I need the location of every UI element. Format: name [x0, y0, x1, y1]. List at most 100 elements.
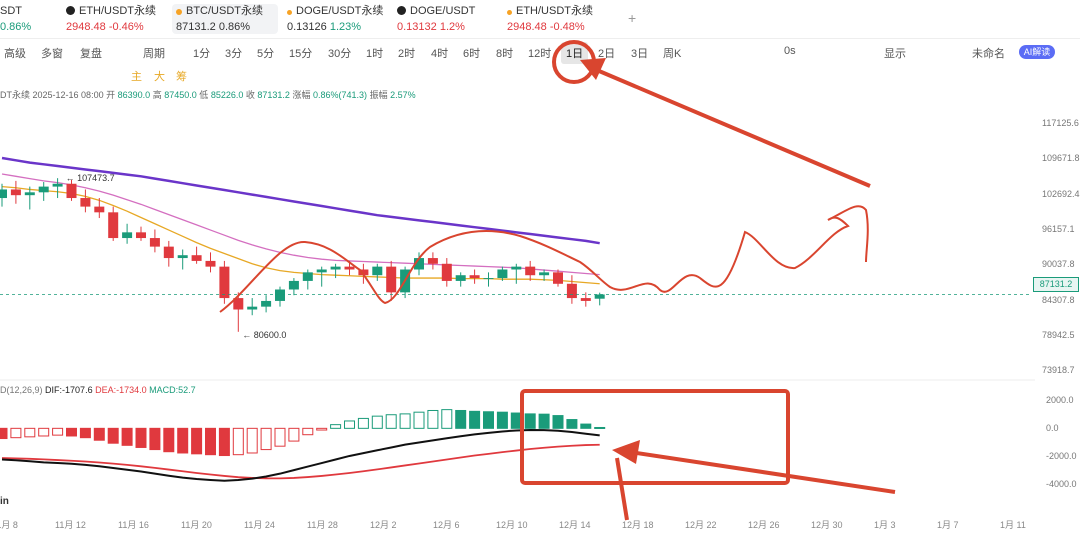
toolbar-layout-name[interactable]: 未命名: [972, 48, 1005, 60]
candle-body: [539, 272, 550, 276]
macd-bar: [107, 427, 119, 444]
candle-body: [219, 266, 230, 299]
tab-3[interactable]: DOGE/USDT永续 0.13126 1.23%: [287, 4, 387, 34]
ohlc-chg-label: 涨幅: [292, 90, 311, 100]
macd-bar: [232, 427, 244, 456]
period-3d[interactable]: 3日: [631, 48, 649, 60]
ohlc-date: 2025-12-16 08:00: [32, 90, 104, 100]
candle-body: [414, 258, 424, 270]
macd-bar: [496, 411, 508, 429]
tab-2[interactable]: BTC/USDT永续 87131.2 0.86%: [172, 4, 278, 34]
toolbar-replay[interactable]: 复盘: [80, 48, 102, 60]
macd-bar: [580, 423, 592, 429]
candle-body: [344, 266, 355, 270]
candle-body: [566, 283, 577, 299]
toolbar-timer[interactable]: 0s: [784, 45, 796, 57]
period-1m[interactable]: 1分: [193, 48, 211, 60]
tab-0-symbol: SDT: [0, 5, 22, 17]
date-tick: 11月 12: [55, 520, 86, 530]
tab-3-change: 1.23%: [329, 21, 362, 33]
candle-body: [80, 198, 91, 207]
macd-bar: [149, 427, 161, 451]
period-3m[interactable]: 3分: [225, 48, 243, 60]
period-2h[interactable]: 2时: [398, 48, 416, 60]
macd-bar: [344, 420, 355, 429]
candle-body: [10, 189, 21, 196]
add-tab-icon[interactable]: +: [628, 10, 637, 26]
candle-body: [358, 269, 369, 276]
tab-0[interactable]: SDT 0.86%: [0, 4, 52, 34]
arrowhead-macd: [612, 440, 640, 464]
candle-body: [469, 275, 480, 279]
ohlc-close-label: 收: [245, 90, 255, 100]
ai-button[interactable]: AI解读: [1019, 45, 1055, 59]
price-tick: 73918.7: [1042, 365, 1075, 375]
toolbar-advanced[interactable]: 高级: [4, 48, 26, 60]
toolbar-display[interactable]: 显示: [884, 48, 906, 60]
macd-dif: DIF:-1707.6: [45, 385, 93, 395]
date-tick: 1月 11: [1000, 520, 1026, 530]
date-tick: 11月 20: [181, 520, 212, 530]
ohlc-high: 87450.0: [164, 90, 197, 100]
period-toolbar: 高级 多窗 复盘 周期 1分 3分 5分 15分 30分 1时 2时 4时 6时…: [0, 40, 1080, 64]
candle-body: [525, 266, 536, 276]
toolbar-period[interactable]: 周期: [143, 48, 165, 60]
tab-4-symbol: DOGE/USDT: [410, 5, 476, 17]
ma-mid-line: [1, 173, 600, 276]
macd-bar: [469, 410, 481, 429]
macd-bar: [357, 417, 369, 429]
tab-1[interactable]: ETH/USDT永续 2948.48 -0.46%: [66, 4, 161, 34]
macd-legend: D(12,26,9) DIF:-1707.6 DEA:-1734.0 MACD:…: [0, 385, 196, 395]
price-tick: 102692.4: [1042, 189, 1080, 199]
macd-bar: [399, 413, 411, 429]
tool-big[interactable]: 大: [154, 71, 165, 83]
period-15m[interactable]: 15分: [289, 48, 313, 60]
macd-bar: [218, 427, 230, 457]
tool-main[interactable]: 主: [131, 71, 142, 83]
macd-bar: [177, 427, 189, 454]
ohlc-high-label: 高: [152, 90, 162, 100]
doge-icon: [287, 10, 292, 15]
date-tick: 12月 26: [748, 520, 780, 530]
price-tick: 84307.8: [1042, 295, 1075, 305]
date-tick: 12月 6: [433, 520, 460, 530]
ohlc-open-label: 开: [106, 90, 116, 100]
period-8h[interactable]: 8时: [496, 48, 514, 60]
period-4h[interactable]: 4时: [431, 48, 449, 60]
tab-5[interactable]: ETH/USDT永续 2948.48 -0.48%: [507, 4, 607, 34]
candle-body: [66, 183, 77, 199]
tab-5-symbol: ETH/USDT永续: [516, 5, 593, 17]
period-6h[interactable]: 6时: [463, 48, 481, 60]
candle-body: [386, 266, 397, 293]
period-12h[interactable]: 12时: [528, 48, 552, 60]
period-week[interactable]: 周K: [663, 48, 682, 60]
candle-body: [52, 183, 63, 187]
macd-highlight-box: [520, 389, 790, 485]
tab-bar: SDT 0.86% ETH/USDT永续 2948.48 -0.46% BTC/…: [0, 0, 1080, 39]
toolbar-multi-window[interactable]: 多窗: [41, 48, 63, 60]
period-2d[interactable]: 2日: [598, 48, 616, 60]
candle-body: [288, 280, 299, 290]
macd-bar: [52, 427, 64, 436]
price-tick: 90037.8: [1042, 259, 1075, 269]
period-1h[interactable]: 1时: [366, 48, 384, 60]
tab-4[interactable]: DOGE/USDT 0.13132 1.2%: [397, 4, 493, 34]
ohlc-amp-label: 振幅: [369, 90, 388, 100]
period-5m[interactable]: 5分: [257, 48, 275, 60]
candle-body: [261, 300, 272, 307]
period-30m[interactable]: 30分: [328, 48, 352, 60]
tab-4-change: 1.2%: [439, 21, 465, 33]
candle-body: [372, 266, 383, 276]
macd-bar: [316, 427, 328, 431]
candle-body: [177, 255, 188, 259]
macd-bar: [66, 427, 77, 437]
dif-line: [1, 429, 600, 482]
candle-body: [511, 266, 522, 270]
ohlc-open: 86390.0: [117, 90, 151, 100]
tool-chips[interactable]: 筹: [176, 71, 187, 83]
macd-bar: [524, 413, 536, 429]
tab-2-symbol: BTC/USDT永续: [186, 5, 263, 17]
period-1d[interactable]: 1日: [561, 42, 589, 64]
macd-bar: [260, 427, 272, 451]
